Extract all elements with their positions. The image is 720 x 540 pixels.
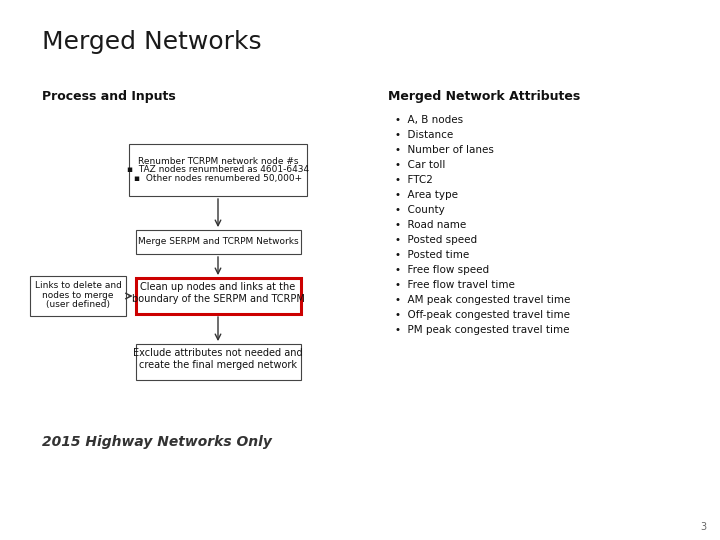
FancyBboxPatch shape	[129, 144, 307, 196]
Text: •  Distance: • Distance	[395, 130, 454, 140]
Text: Links to delete and: Links to delete and	[35, 281, 122, 291]
Text: Renumber TCRPM network node #s: Renumber TCRPM network node #s	[138, 157, 298, 166]
Text: •  Posted speed: • Posted speed	[395, 235, 477, 245]
Text: •  Posted time: • Posted time	[395, 250, 469, 260]
FancyBboxPatch shape	[135, 344, 300, 380]
Text: Process and Inputs: Process and Inputs	[42, 90, 176, 103]
Text: nodes to merge: nodes to merge	[42, 291, 114, 300]
Text: •  PM peak congested travel time: • PM peak congested travel time	[395, 325, 570, 335]
Text: •  Car toll: • Car toll	[395, 160, 446, 170]
Text: Merged Networks: Merged Networks	[42, 30, 261, 54]
Text: 2015 Highway Networks Only: 2015 Highway Networks Only	[42, 435, 272, 449]
Text: boundary of the SERPM and TCRPM: boundary of the SERPM and TCRPM	[132, 294, 305, 304]
Text: ▪  Other nodes renumbered 50,000+: ▪ Other nodes renumbered 50,000+	[134, 174, 302, 183]
Text: 3: 3	[700, 522, 706, 532]
Text: (user defined): (user defined)	[46, 300, 110, 308]
Text: Merge SERPM and TCRPM Networks: Merge SERPM and TCRPM Networks	[138, 238, 298, 246]
FancyBboxPatch shape	[30, 276, 126, 316]
Text: •  County: • County	[395, 205, 445, 215]
Text: •  FTC2: • FTC2	[395, 175, 433, 185]
Text: •  A, B nodes: • A, B nodes	[395, 115, 463, 125]
Text: •  Road name: • Road name	[395, 220, 467, 230]
Text: •  Free flow speed: • Free flow speed	[395, 265, 489, 275]
Text: •  AM peak congested travel time: • AM peak congested travel time	[395, 295, 570, 305]
Text: •  Off-peak congested travel time: • Off-peak congested travel time	[395, 310, 570, 320]
Text: Merged Network Attributes: Merged Network Attributes	[388, 90, 580, 103]
FancyBboxPatch shape	[135, 278, 300, 314]
Text: ▪  TAZ nodes renumbered as 4601-6434: ▪ TAZ nodes renumbered as 4601-6434	[127, 165, 309, 174]
Text: Clean up nodes and links at the: Clean up nodes and links at the	[140, 282, 296, 292]
Text: create the final merged network: create the final merged network	[139, 360, 297, 370]
Text: •  Number of lanes: • Number of lanes	[395, 145, 494, 155]
Text: Exclude attributes not needed and: Exclude attributes not needed and	[133, 348, 303, 358]
FancyBboxPatch shape	[135, 230, 300, 254]
Text: •  Free flow travel time: • Free flow travel time	[395, 280, 515, 290]
Text: •  Area type: • Area type	[395, 190, 458, 200]
